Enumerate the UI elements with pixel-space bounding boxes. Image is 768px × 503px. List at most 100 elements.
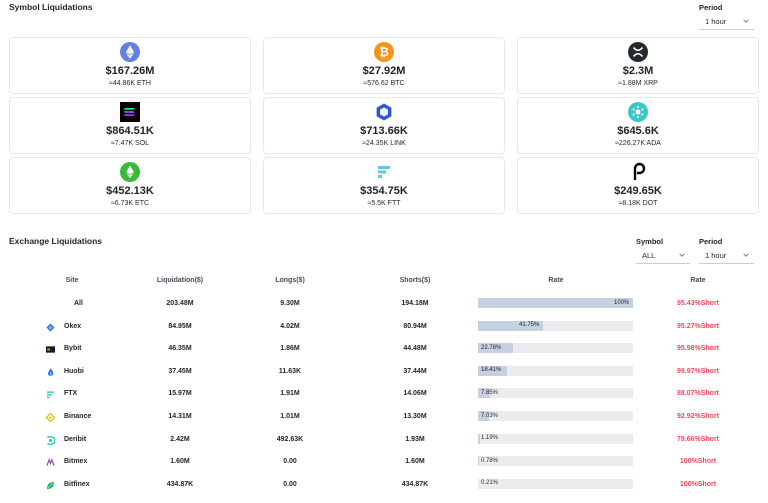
period-select-value: 1 hour: [705, 17, 727, 26]
rate-bar: 100%: [478, 298, 633, 308]
shorts-value: 434.87K: [401, 480, 429, 488]
table-row[interactable]: Binance 14.31M 1.01M 13.30M 7.03% 92.92%…: [0, 407, 768, 430]
rate-short-value: 95.43%Short: [676, 300, 720, 307]
table-row[interactable]: Deribit 2.42M 492.63K 1.93M 1.19% 79.66%…: [0, 430, 768, 453]
card-approx: ≈576.62 BTC: [363, 80, 405, 87]
liquidation-value: 84.95M: [168, 322, 192, 330]
ada-icon: [628, 102, 648, 122]
site-name: Binance: [64, 413, 92, 420]
card-approx: ≈5.5K FTT: [367, 200, 401, 207]
rate-bar: 0.78%: [478, 456, 633, 467]
site-name: FTX: [64, 390, 78, 398]
symbol-liquidations-title: Symbol Liquidations: [9, 2, 93, 12]
shorts-value: 13.30M: [403, 413, 427, 420]
huobi-icon: [48, 368, 54, 376]
dot-icon: [628, 162, 648, 182]
symbol-card-eth[interactable]: $167.26M ≈44.86K ETH: [9, 37, 251, 94]
header-rate-short: Rate: [690, 277, 706, 284]
period-label: Period: [699, 237, 723, 246]
card-approx: ≈44.86K ETH: [109, 80, 151, 87]
symbol-label: Symbol: [636, 237, 664, 246]
symbol-card-dot[interactable]: $249.65K ≈8.18K DOT: [517, 157, 759, 214]
longs-value: 9.30M: [280, 300, 300, 307]
period-select[interactable]: 1 hour: [699, 248, 754, 264]
longs-value: 11.63K: [278, 367, 302, 375]
bitfinex-icon: [46, 481, 55, 489]
card-approx: ≈7.47K SOL: [110, 140, 150, 147]
longs-value: 4.02M: [280, 322, 300, 330]
symbol-card-sol[interactable]: $864.51K ≈7.47K SOL: [9, 97, 251, 154]
card-approx: ≈8.18K DOT: [618, 200, 658, 207]
card-amount: $713.66K: [360, 125, 408, 137]
longs-value: 492.63K: [276, 435, 304, 443]
shorts-value: 1.93M: [405, 435, 425, 443]
period-select[interactable]: 1 hour: [699, 14, 754, 30]
site-name: Huobi: [64, 367, 84, 375]
table-row[interactable]: Huobi 37.45M 11.63K 37.44M 18.41% 99.97%…: [0, 362, 768, 385]
table-row[interactable]: Okex 84.95M 4.02M 80.94M 41.75% 95.27%Sh…: [0, 317, 768, 340]
header-liquidation: Liquidation($): [156, 277, 204, 284]
shorts-value: 37.44M: [403, 367, 427, 375]
symbol-select-value: ALL: [642, 251, 656, 260]
ftt-icon: [374, 162, 394, 182]
rate-bar-fill: [478, 298, 633, 308]
liquidation-value: 1.60M: [170, 458, 190, 466]
table-row[interactable]: All 203.48M 9.30M 194.18M 100% 95.43%Sho…: [0, 294, 768, 317]
rate-short-value: 92.92%Short: [676, 413, 720, 420]
liquidation-value: 203.48M: [166, 300, 194, 307]
header-longs: Longs($): [275, 277, 305, 284]
site-name: Bitmex: [64, 458, 88, 466]
rate-short-value: 95.27%Short: [676, 322, 720, 330]
table-row[interactable]: Bitmex 1.60M 0.00 1.60M 0.78% 100%Short: [0, 452, 768, 475]
chevron-down-icon: [743, 19, 749, 23]
rate-bar: 41.75%: [478, 320, 633, 331]
rate-bar-label: 0.21%: [481, 480, 499, 487]
rate-bar-fill: [478, 343, 513, 354]
longs-value: 1.01M: [280, 413, 300, 420]
rate-bar-fill: [478, 456, 479, 467]
symbol-card-ada[interactable]: $645.6K ≈226.27K ADA: [517, 97, 759, 154]
eth-icon: [120, 42, 140, 62]
svg-text:₿: ₿: [379, 45, 389, 59]
header-site: Site: [65, 277, 79, 284]
rate-bar: 0.21%: [478, 478, 633, 489]
rate-bar: 7.03%: [478, 411, 633, 421]
chevron-down-icon: [679, 253, 685, 257]
site-name: Okex: [64, 322, 82, 330]
symbol-card-etc[interactable]: $452.13K ≈6.73K ETC: [9, 157, 251, 214]
link-icon: [374, 102, 394, 122]
rate-bar-fill: [478, 320, 543, 331]
symbol-cards-grid: $167.26M ≈44.86K ETH ₿ $27.92M ≈576.62 B…: [9, 37, 759, 214]
longs-value: 1.91M: [280, 390, 300, 398]
symbol-select[interactable]: ALL: [636, 248, 690, 264]
shorts-value: 80.94M: [403, 322, 427, 330]
site-name: All: [74, 300, 83, 307]
rate-short-value: 88.07%Short: [676, 390, 720, 398]
period-select-value: 1 hour: [705, 251, 727, 260]
symbol-card-ftt[interactable]: $354.75K ≈5.5K FTT: [263, 157, 505, 214]
shorts-value: 1.60M: [405, 458, 425, 466]
shorts-value: 14.06M: [403, 390, 427, 398]
rate-short-value: 95.98%Short: [676, 345, 720, 353]
xrp-icon: [628, 42, 648, 62]
symbol-card-btc[interactable]: ₿ $27.92M ≈576.62 BTC: [263, 37, 505, 94]
ftx-icon: [46, 391, 55, 399]
card-amount: $2.3M: [622, 65, 654, 77]
binance-icon: [46, 413, 55, 422]
table-row[interactable]: Bybit 46.35M 1.86M 44.48M 22.78% 95.98%S…: [0, 339, 768, 362]
rate-bar-label: 41.75%: [519, 322, 540, 329]
header-shorts: Shorts($): [399, 277, 431, 284]
rate-short-value: 100%Short: [679, 458, 717, 466]
liquidation-value: 15.97M: [168, 390, 192, 398]
table-row[interactable]: FTX 15.97M 1.91M 14.06M 7.85% 88.07%Shor…: [0, 384, 768, 407]
shorts-value: 194.18M: [401, 300, 429, 307]
liquidation-value: 434.87K: [166, 480, 194, 488]
rate-bar-label: 7.85%: [481, 389, 499, 396]
exchange-liquidations-title: Exchange Liquidations: [9, 236, 103, 246]
symbol-card-xrp[interactable]: $2.3M ≈1.88M XRP: [517, 37, 759, 94]
symbol-card-link[interactable]: $713.66K ≈24.35K LINK: [263, 97, 505, 154]
table-row[interactable]: Bitfinex 434.87K 0.00 434.87K 0.21% 100%…: [0, 475, 768, 498]
rate-short-value: 99.97%Short: [676, 367, 720, 375]
rate-bar: 1.19%: [478, 433, 633, 444]
site-name: Bybit: [64, 345, 82, 353]
